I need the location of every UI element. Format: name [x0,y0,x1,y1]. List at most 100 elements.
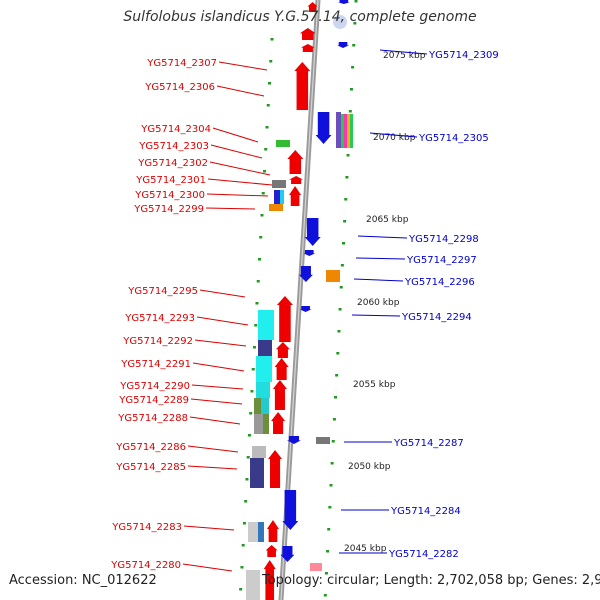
gene-feature-box [250,458,264,488]
left-gene-label: YG5714_2286 [115,442,186,453]
left-label-connector [209,161,271,176]
gene-feature-box [341,114,344,148]
reverse-gene-arrow [315,112,332,144]
left-label-connector [187,445,239,453]
right-tick-dot [332,418,336,421]
left-gene-label: YG5714_2307 [146,58,217,69]
right-tick-dot [324,572,328,575]
left-label-connector [190,398,243,405]
left-gene-label: YG5714_2285 [115,462,186,473]
right-tick-dot [334,396,338,399]
forward-gene-arrow [294,62,311,110]
left-tick-dot [251,368,255,371]
forward-gene-arrow [289,186,302,206]
reverse-gene-arrow [304,218,321,246]
right-tick-dot [352,44,356,47]
left-label-connector [187,465,238,470]
left-tick-dot [267,82,271,85]
map-title: Sulfolobus islandicus Y.G.57.14, complet… [123,9,477,25]
gene-feature-box [326,270,340,282]
left-label-connector [191,384,244,390]
right-tick-dot [331,440,335,443]
left-gene-label: YG5714_2306 [144,82,215,93]
forward-gene-arrow [266,520,279,542]
right-tick-dot [327,528,331,531]
gene-feature-box [254,414,263,434]
gene-feature-box [272,180,286,188]
right-gene-label: YG5714_2287 [393,438,464,449]
gene-feature-box [274,190,280,204]
reverse-gene-arrow [299,306,312,312]
left-tick-dot [260,214,264,217]
right-tick-dot [336,352,340,355]
reverse-gene-arrow [337,0,350,4]
right-tick-dot [351,66,355,69]
left-tick-dot [256,280,260,283]
left-label-connector [183,525,235,531]
left-tick-dot [252,346,256,349]
right-tick-dot [345,176,349,179]
gene-feature-box [276,140,290,147]
right-gene-label: YG5714_2294 [401,312,472,323]
left-gene-label: YG5714_2292 [122,336,193,347]
gene-feature-box [316,437,330,444]
forward-gene-arrow [299,28,316,40]
right-tick-dot [354,0,358,3]
reverse-gene-arrow [286,436,301,444]
left-label-connector [199,289,246,298]
reverse-gene-arrow [298,266,313,282]
right-tick-dot [341,242,345,245]
forward-gene-arrow [274,358,289,380]
left-tick-dot [239,588,243,591]
right-gene-label: YG5714_2296 [404,277,475,288]
right-label-connector [351,314,401,317]
right-label-connector [369,132,418,138]
left-gene-label: YG5714_2304 [140,124,211,135]
kbp-label: 2070 kbp [373,133,416,143]
left-tick-dot [250,390,254,393]
left-label-connector [192,362,245,372]
right-gene-label: YG5714_2305 [418,133,489,144]
right-tick-dot [340,264,344,267]
right-tick-dot [335,374,339,377]
gene-feature-box [258,522,264,542]
highlight-marker [333,15,347,29]
gene-feature-box [248,522,258,542]
left-label-connector [216,85,265,97]
left-gene-label: YG5714_2301 [135,175,206,186]
gene-feature-box [258,310,274,340]
left-gene-label: YG5714_2283 [111,522,182,533]
forward-gene-arrow [307,2,318,12]
left-gene-label: YG5714_2303 [138,141,209,152]
left-tick-dot [242,522,246,525]
forward-gene-arrow [271,412,286,434]
right-gene-label: YG5714_2297 [406,255,477,266]
gene-feature-box [350,114,353,148]
left-gene-label: YG5714_2289 [118,395,189,406]
left-label-connector [206,193,269,197]
forward-gene-arrow [265,545,278,557]
right-label-connector [353,278,404,282]
forward-gene-arrow [268,450,283,488]
left-tick-dot [249,412,253,415]
right-tick-dot [337,330,341,333]
right-tick-dot [349,88,353,91]
forward-gene-arrow [289,176,304,184]
forward-gene-arrow [263,560,276,600]
left-tick-dot [241,544,245,547]
right-gene-label: YG5714_2282 [388,549,459,560]
right-label-connector [357,235,408,239]
right-tick-dot [323,594,327,597]
right-tick-dot [353,22,357,25]
left-label-connector [189,416,241,425]
gene-feature-box [344,114,347,148]
gene-feature-box [269,204,283,211]
gene-feature-box [246,570,260,600]
left-gene-label: YG5714_2299 [133,204,204,215]
reverse-gene-arrow [337,42,350,48]
gene-feature-box [263,414,269,434]
accession-text: Accession: NC_012622 [9,573,157,588]
right-tick-dot [329,484,333,487]
gene-feature-box [336,112,341,148]
left-label-connector [196,316,249,326]
